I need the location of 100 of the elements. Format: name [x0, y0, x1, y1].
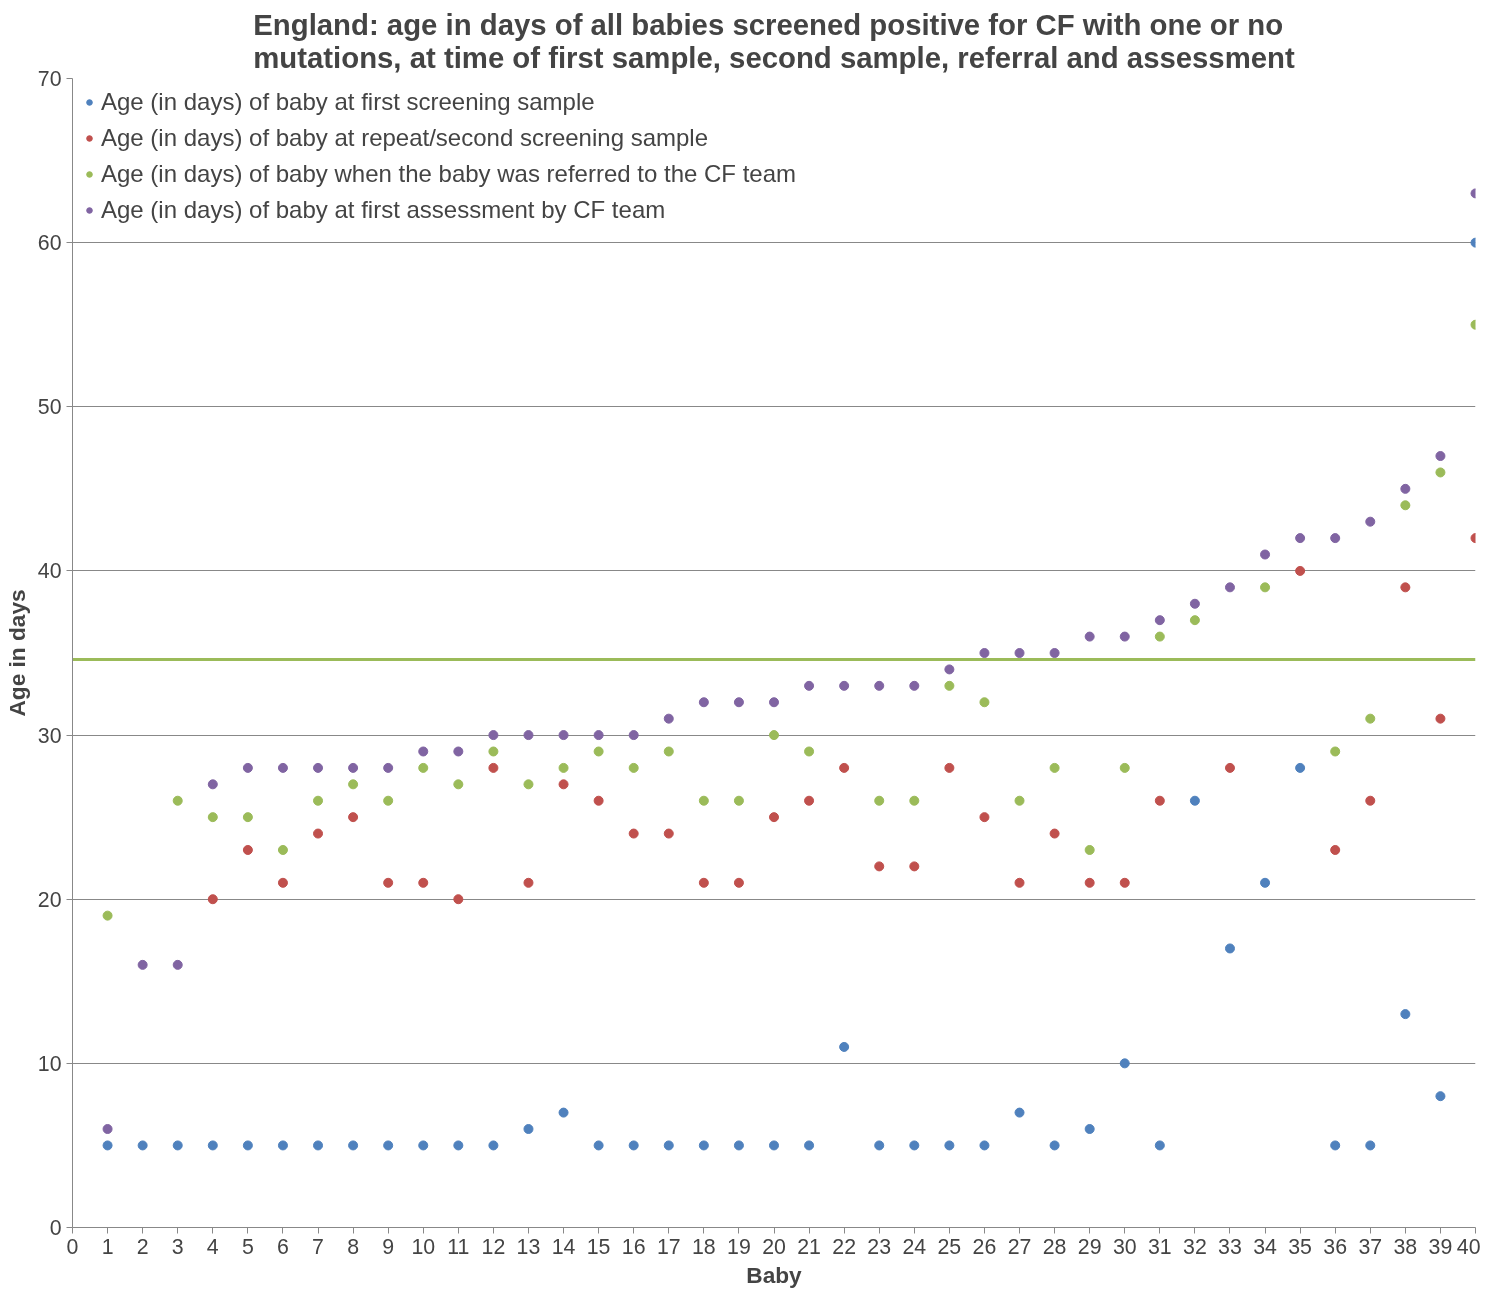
y-tick-label: 0 [49, 1216, 62, 1240]
point [1365, 795, 1376, 806]
point [1119, 1058, 1130, 1069]
point [733, 877, 744, 888]
point [488, 1140, 499, 1151]
point [769, 697, 779, 708]
x-tick-label: 2 [136, 1234, 149, 1259]
point [558, 779, 569, 790]
x-tick-label: 29 [1077, 1234, 1102, 1259]
point [909, 1140, 920, 1151]
point [1260, 877, 1271, 888]
point [663, 713, 674, 724]
point [453, 894, 464, 905]
point [1084, 1124, 1095, 1135]
point [593, 795, 604, 806]
point [663, 1140, 674, 1151]
point [1400, 1009, 1411, 1020]
point [769, 1140, 779, 1151]
point [979, 697, 990, 708]
x-tick-label: 7 [312, 1234, 324, 1259]
point [277, 877, 288, 888]
point [1365, 516, 1376, 527]
point [488, 762, 499, 773]
point [769, 730, 779, 741]
point [348, 779, 359, 790]
point [313, 795, 324, 806]
point [1014, 795, 1025, 806]
x-tick-label: 5 [241, 1234, 254, 1259]
point [839, 680, 850, 691]
point [1330, 746, 1341, 757]
point [1049, 828, 1060, 839]
point [663, 828, 674, 839]
point [277, 844, 288, 855]
point [874, 1140, 885, 1151]
point [1435, 713, 1446, 724]
point [1014, 877, 1025, 888]
point [242, 762, 253, 773]
point [383, 795, 394, 806]
point [1400, 582, 1411, 593]
point [1260, 549, 1271, 560]
point [172, 1140, 183, 1151]
x-tick-label: 36 [1323, 1234, 1348, 1259]
point [453, 746, 464, 757]
point [102, 1124, 113, 1135]
x-tick-label: 24 [902, 1234, 927, 1259]
point [769, 812, 779, 823]
point [418, 746, 429, 757]
point [628, 762, 639, 773]
point [1189, 615, 1200, 626]
point [944, 1140, 955, 1151]
point [418, 1140, 429, 1151]
point [979, 648, 990, 658]
point [1224, 762, 1235, 773]
point [874, 795, 885, 806]
x-tick-label: 38 [1393, 1234, 1418, 1259]
x-tick-label: 0 [66, 1234, 79, 1259]
x-tick-label: 12 [481, 1234, 506, 1259]
point [558, 730, 569, 741]
point [944, 680, 955, 691]
point [242, 1140, 253, 1151]
point [1330, 533, 1341, 544]
y-tick-label: 70 [37, 67, 62, 91]
x-tick-label: 3 [171, 1234, 184, 1259]
x-tick-label: 35 [1288, 1234, 1312, 1259]
point [348, 1140, 359, 1151]
point [242, 812, 253, 823]
x-tick-label: 22 [832, 1234, 857, 1259]
point [733, 795, 744, 806]
point [874, 861, 885, 872]
point [277, 1140, 288, 1151]
y-tick-label: 30 [37, 723, 62, 748]
x-tick-label: 20 [762, 1234, 786, 1259]
point [1435, 1091, 1446, 1102]
point [1084, 631, 1095, 642]
legend-label: Age (in days) of baby when the baby was referred to the CF team [101, 160, 797, 188]
y-tick-label: 40 [37, 559, 62, 584]
point [909, 680, 920, 691]
x-tick-label: 6 [277, 1234, 289, 1259]
point [628, 730, 639, 741]
point [383, 877, 394, 888]
point [1154, 795, 1165, 806]
point [1365, 1140, 1376, 1151]
point [1049, 762, 1060, 773]
point [207, 894, 218, 905]
x-tick-label: 34 [1253, 1234, 1278, 1259]
y-tick-label: 60 [37, 231, 62, 256]
chart-title: England: age in days of all babies screened positive for CF with one or no mutations, at time of first sample, second sample, referral and assessment [253, 7, 1295, 74]
point [944, 664, 955, 675]
point [1049, 648, 1060, 658]
point [137, 959, 148, 970]
point [488, 730, 499, 741]
point [313, 828, 324, 839]
point [137, 1140, 148, 1151]
x-tick-label: 26 [972, 1234, 997, 1259]
x-tick-label: 30 [1112, 1234, 1137, 1259]
point [1260, 582, 1271, 593]
point [453, 779, 464, 790]
point [488, 746, 499, 757]
point [1189, 598, 1200, 609]
point [1224, 943, 1235, 954]
